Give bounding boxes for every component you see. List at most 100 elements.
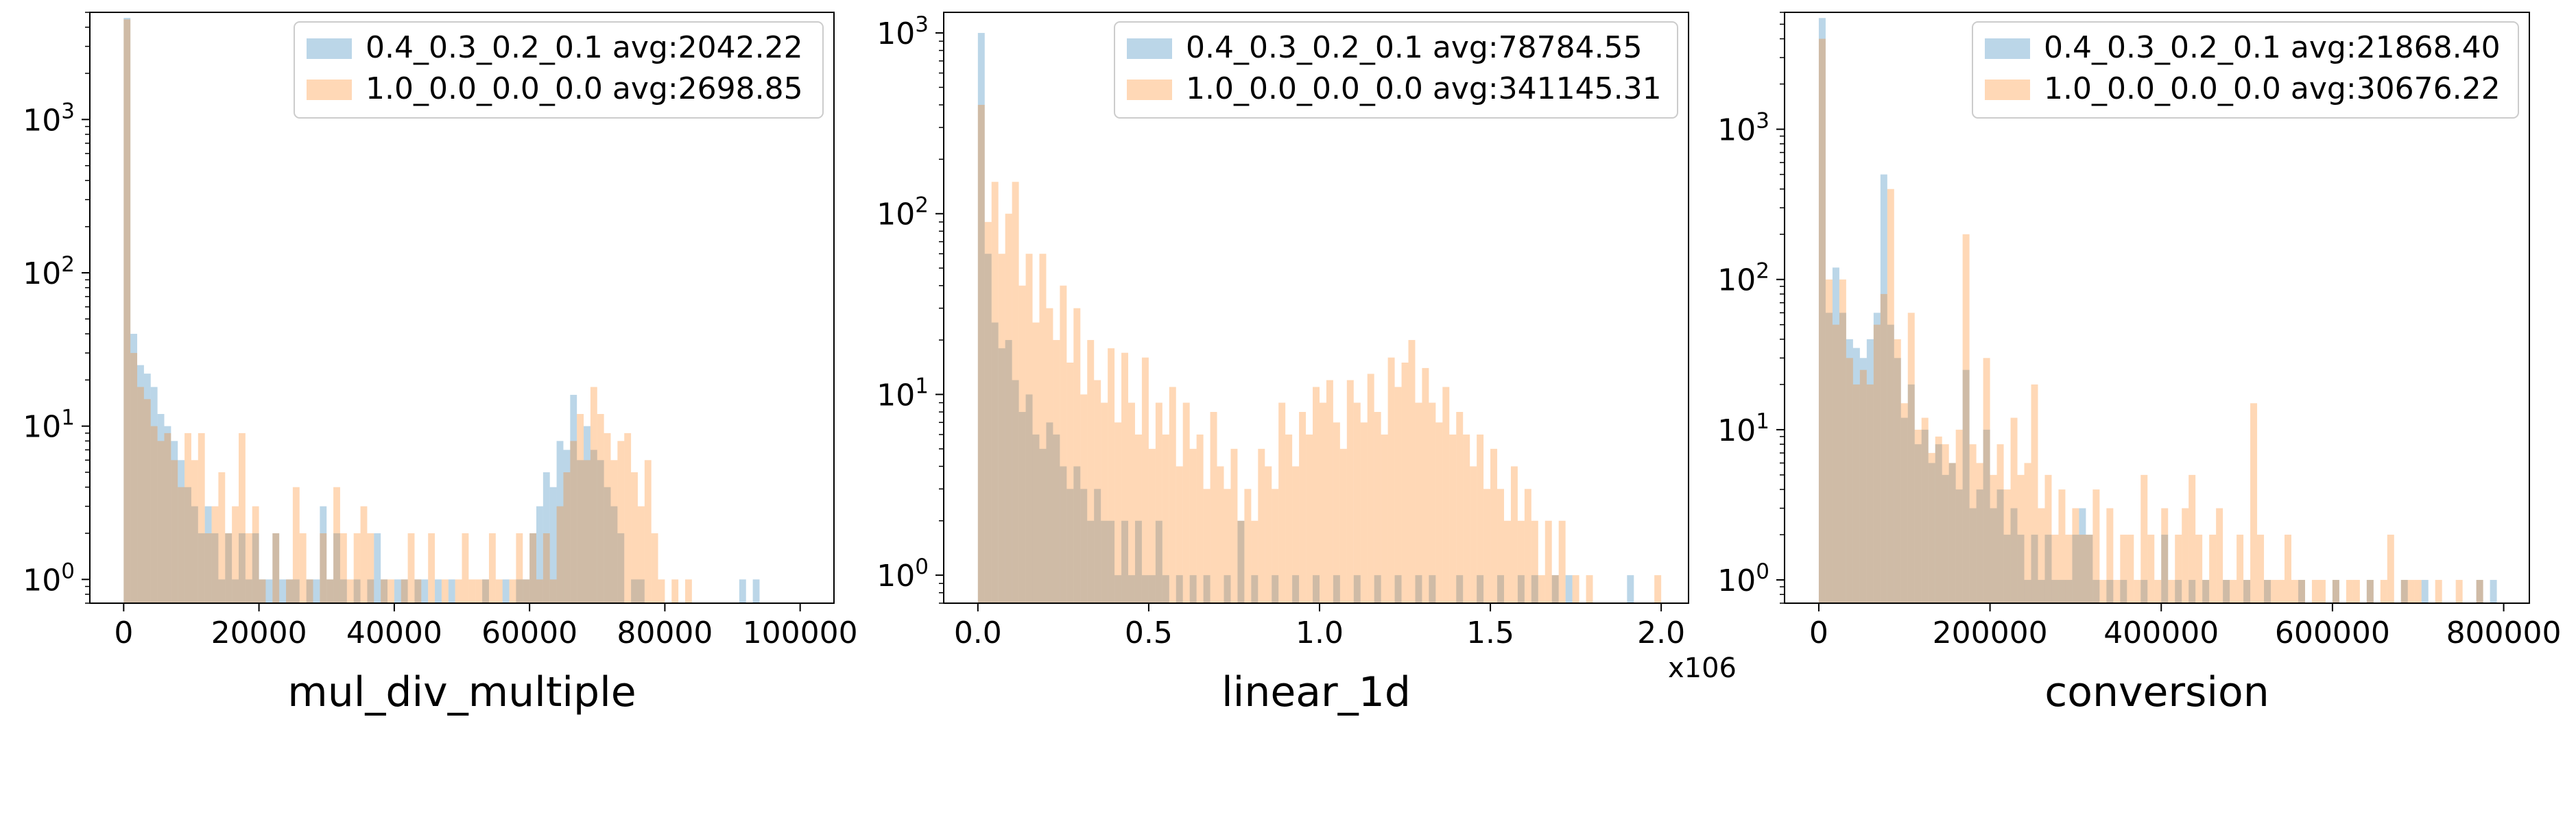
histogram-bar: [1108, 520, 1115, 603]
histogram-bar: [1983, 358, 1990, 603]
histogram-bar: [2024, 580, 2031, 603]
histogram-bar: [2127, 535, 2134, 603]
histogram-bar: [991, 322, 999, 603]
histogram-bar: [1558, 520, 1566, 603]
histogram-bar: [1073, 466, 1081, 603]
histogram-bar: [1087, 520, 1095, 603]
histogram-bar: [2161, 508, 2169, 603]
histogram-bar: [631, 472, 638, 603]
histogram-bar: [1962, 234, 1970, 603]
histogram-bar: [2051, 580, 2059, 603]
histogram-bar: [2072, 535, 2079, 603]
histogram-bar: [313, 579, 320, 603]
histogram-bar: [1976, 489, 1983, 603]
histogram-bar: [339, 533, 347, 603]
histogram-bar: [2113, 580, 2121, 603]
histogram-bar: [998, 254, 1005, 603]
histogram-bar: [2161, 535, 2169, 603]
histogram-bar: [2058, 580, 2066, 603]
histogram-bar: [509, 579, 516, 603]
histogram-bar: [617, 533, 625, 603]
histogram-bar: [1292, 575, 1300, 603]
histogram-bar: [1367, 374, 1374, 603]
histogram-bar: [279, 579, 287, 603]
histogram-bar: [1907, 313, 1915, 603]
histogram-bar: [1928, 452, 1935, 603]
histogram-bar: [2237, 535, 2244, 603]
histogram-bar: [2366, 580, 2374, 603]
histogram-bar: [157, 441, 165, 603]
histogram-bar: [1442, 387, 1450, 603]
histogram-bar: [1080, 394, 1088, 603]
histogram-bar: [178, 487, 185, 603]
histogram-bar: [1832, 267, 1839, 603]
histogram-bar: [1292, 466, 1300, 603]
histogram-bar: [2065, 580, 2073, 603]
histogram-bar: [1258, 448, 1265, 603]
histogram-bar: [1996, 444, 2004, 603]
histogram-bar: [1852, 348, 1860, 603]
histogram-bar: [2072, 508, 2079, 603]
x-tick-label: 0: [114, 616, 133, 650]
histogram-bar: [1121, 520, 1129, 603]
histogram-bar: [563, 450, 571, 603]
histogram-bar: [232, 506, 239, 603]
y-tick-label: 103: [1717, 109, 1769, 148]
histogram-bar: [2202, 580, 2210, 603]
histogram-bar: [1503, 520, 1511, 603]
histogram-bar: [752, 579, 760, 603]
histogram-bar: [1094, 489, 1101, 603]
histogram-bar: [1935, 444, 1942, 603]
histogram-bar: [637, 506, 645, 603]
x-tick-label: 600000: [2275, 616, 2390, 650]
histogram-bar: [1060, 466, 1067, 603]
histogram-bar: [2140, 580, 2148, 603]
histogram-bar: [1272, 575, 1279, 603]
histogram-bar: [1032, 322, 1040, 603]
bars-group: [977, 33, 1662, 603]
histogram-bar: [2003, 535, 2011, 603]
histogram-bar: [150, 426, 158, 603]
histogram-bar: [637, 579, 645, 603]
histogram-bar: [1278, 402, 1286, 603]
histogram-bar: [2400, 580, 2408, 603]
histogram-bar: [1477, 434, 1484, 603]
histogram-bar: [1962, 369, 1970, 603]
histogram-bar: [1237, 520, 1245, 603]
histogram-bar: [225, 533, 232, 603]
histogram-bar: [211, 506, 219, 603]
axes-frame: [89, 12, 835, 604]
histogram-bar: [272, 533, 280, 603]
histogram-bar: [252, 533, 259, 603]
histogram-bar: [387, 579, 394, 603]
histogram-bar: [529, 533, 536, 603]
histogram-bar: [333, 533, 340, 603]
histogram-bar: [462, 533, 469, 603]
histogram-bar: [2490, 580, 2497, 603]
y-tick-label: 102: [23, 252, 75, 291]
histogram-bar: [1326, 380, 1333, 603]
histogram-bar: [130, 352, 138, 603]
histogram-bar: [2223, 580, 2230, 603]
histogram-bar: [1141, 575, 1149, 603]
histogram-bar: [2120, 580, 2127, 603]
histogram-bar: [1141, 357, 1149, 603]
histogram-bar: [549, 579, 557, 603]
histogram-bar: [2202, 580, 2210, 603]
legend-entry: 1.0_0.0_0.0_0.0 avg:30676.22: [2044, 71, 2501, 106]
histogram-bar: [563, 472, 571, 603]
histogram-bar: [2024, 463, 2031, 603]
histogram-bar: [1859, 369, 1867, 603]
x-tick-label: 800000: [2446, 616, 2562, 650]
axes-frame: [1784, 12, 2530, 604]
histogram-bar: [1114, 575, 1122, 603]
histogram-bar: [265, 579, 273, 603]
y-tick-label: 100: [1717, 559, 1769, 598]
histogram-bar: [191, 460, 198, 603]
histogram-bar: [353, 533, 361, 603]
histogram-bar: [2031, 535, 2038, 603]
histogram-bar: [2086, 535, 2093, 603]
histogram-bar: [1880, 293, 1887, 603]
histogram-bar: [1018, 285, 1026, 603]
subplot-mul-div-multiple: 0 20000 40000 60000 80000 100000 100 101 102 103 m…: [23, 12, 858, 716]
